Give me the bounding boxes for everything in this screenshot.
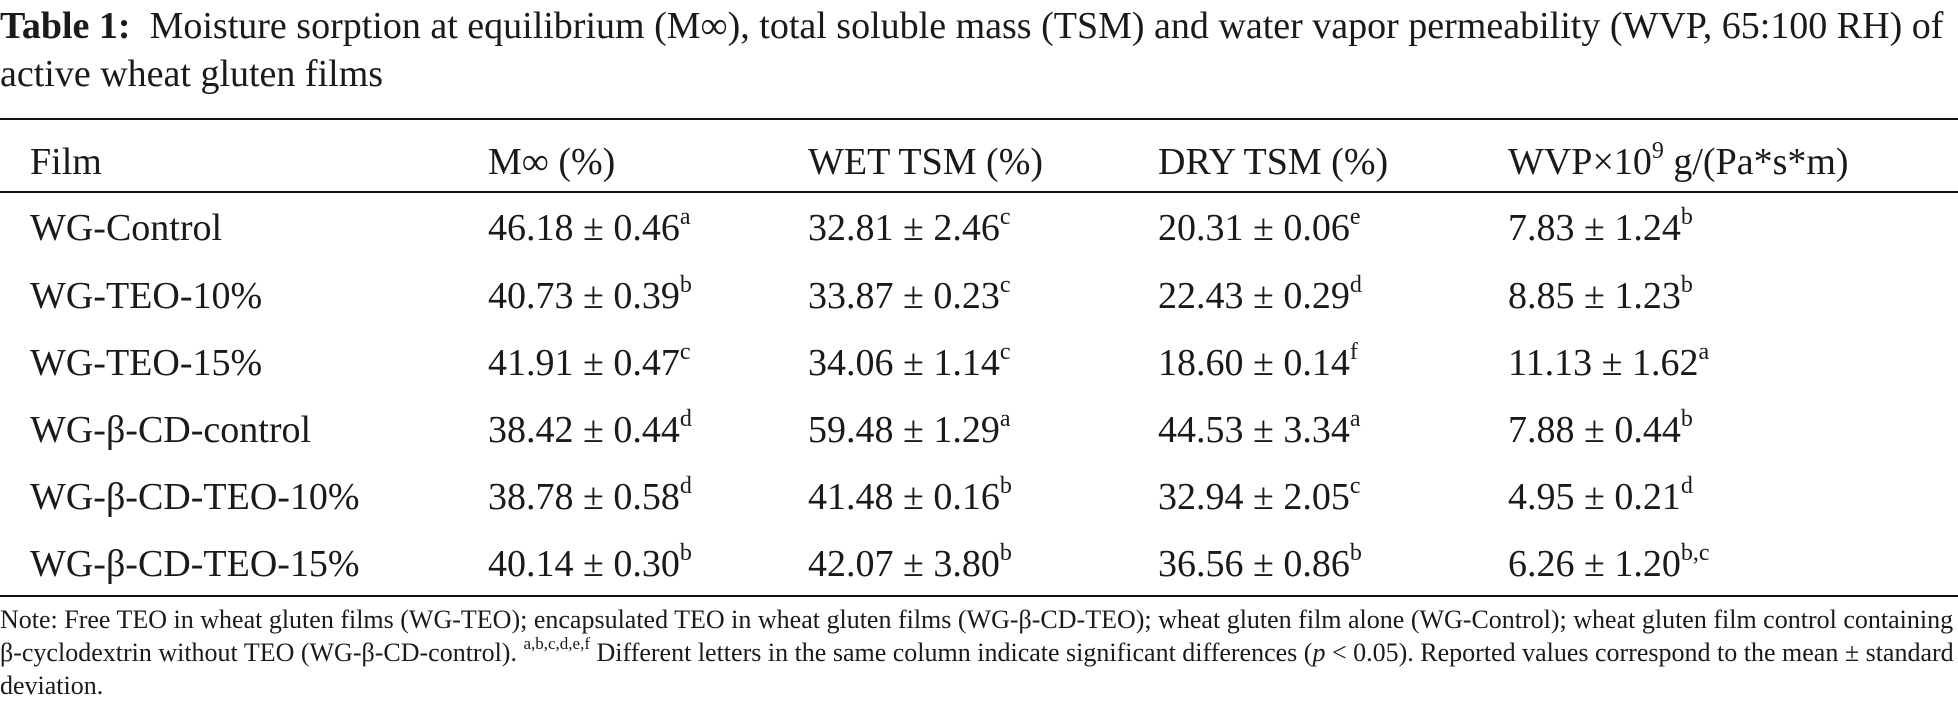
header-wvp-prefix: WVP×10 <box>1508 141 1652 183</box>
cell-film: WG-β-CD-control <box>30 409 312 451</box>
footnote-p: p <box>1312 638 1326 667</box>
header-wet-tsm: WET TSM (%) <box>808 141 1044 183</box>
cell-m-inf: 40.73 ± 0.39b <box>488 272 692 317</box>
cell-wet-tsm: 33.87 ± 0.23c <box>808 272 1011 317</box>
header-wvp-exponent: 9 <box>1651 138 1664 165</box>
cell-film: WG-Control <box>30 207 223 249</box>
cell-dry-tsm: 18.60 ± 0.14f <box>1158 339 1358 384</box>
table-bottom-rule <box>0 595 1958 597</box>
footnote-letters: a,b,c,d,e,f <box>523 634 591 654</box>
cell-m-inf: 41.91 ± 0.47c <box>488 339 691 384</box>
table-top-rule <box>0 118 1958 120</box>
cell-film: WG-β-CD-TEO-10% <box>30 476 360 518</box>
cell-m-inf: 40.14 ± 0.30b <box>488 540 692 585</box>
cell-wet-tsm: 32.81 ± 2.46c <box>808 204 1011 249</box>
header-m-inf: M∞ (%) <box>488 141 616 183</box>
cell-dry-tsm: 32.94 ± 2.05c <box>1158 473 1361 518</box>
table-footnote: Note: Free TEO in wheat gluten films (WG… <box>0 603 1958 702</box>
cell-wvp: 4.95 ± 0.21d <box>1508 473 1693 518</box>
cell-wvp: 7.83 ± 1.24b <box>1508 204 1693 249</box>
footnote-part1: Note: Free TEO in wheat gluten films (WG… <box>0 605 1954 667</box>
cell-dry-tsm: 44.53 ± 3.34a <box>1158 406 1361 451</box>
header-film: Film <box>30 141 102 183</box>
cell-dry-tsm: 20.31 ± 0.06e <box>1158 204 1361 249</box>
cell-m-inf: 46.18 ± 0.46a <box>488 204 691 249</box>
cell-wet-tsm: 42.07 ± 3.80b <box>808 540 1012 585</box>
caption-label: Table 1: <box>0 5 131 47</box>
cell-dry-tsm: 36.56 ± 0.86b <box>1158 540 1362 585</box>
table-header-rule <box>0 191 1958 193</box>
cell-film: WG-TEO-10% <box>30 275 263 317</box>
footnote-part3: < 0.05). Reported values correspond to t… <box>0 638 1954 700</box>
cell-film: WG-TEO-15% <box>30 342 263 384</box>
cell-m-inf: 38.78 ± 0.58d <box>488 473 692 518</box>
header-wvp: WVP×109 g/(Pa*s*m) <box>1508 138 1849 184</box>
cell-wet-tsm: 59.48 ± 1.29a <box>808 406 1011 451</box>
cell-wvp: 8.85 ± 1.23b <box>1508 272 1693 317</box>
cell-wvp: 11.13 ± 1.62a <box>1508 339 1710 384</box>
cell-wvp: 6.26 ± 1.20b,c <box>1508 540 1710 585</box>
caption-text: Moisture sorption at equilibrium (M∞), t… <box>0 5 1944 95</box>
cell-wet-tsm: 34.06 ± 1.14c <box>808 339 1011 384</box>
cell-wet-tsm: 41.48 ± 0.16b <box>808 473 1012 518</box>
cell-m-inf: 38.42 ± 0.44d <box>488 406 692 451</box>
table-caption: Table 1: Moisture sorption at equilibriu… <box>0 2 1958 98</box>
header-dry-tsm: DRY TSM (%) <box>1158 141 1389 183</box>
cell-film: WG-β-CD-TEO-15% <box>30 543 360 585</box>
header-wvp-unit: g/(Pa*s*m) <box>1663 141 1849 183</box>
cell-wvp: 7.88 ± 0.44b <box>1508 406 1693 451</box>
footnote-part2: Different letters in the same column ind… <box>590 638 1313 667</box>
cell-dry-tsm: 22.43 ± 0.29d <box>1158 272 1362 317</box>
